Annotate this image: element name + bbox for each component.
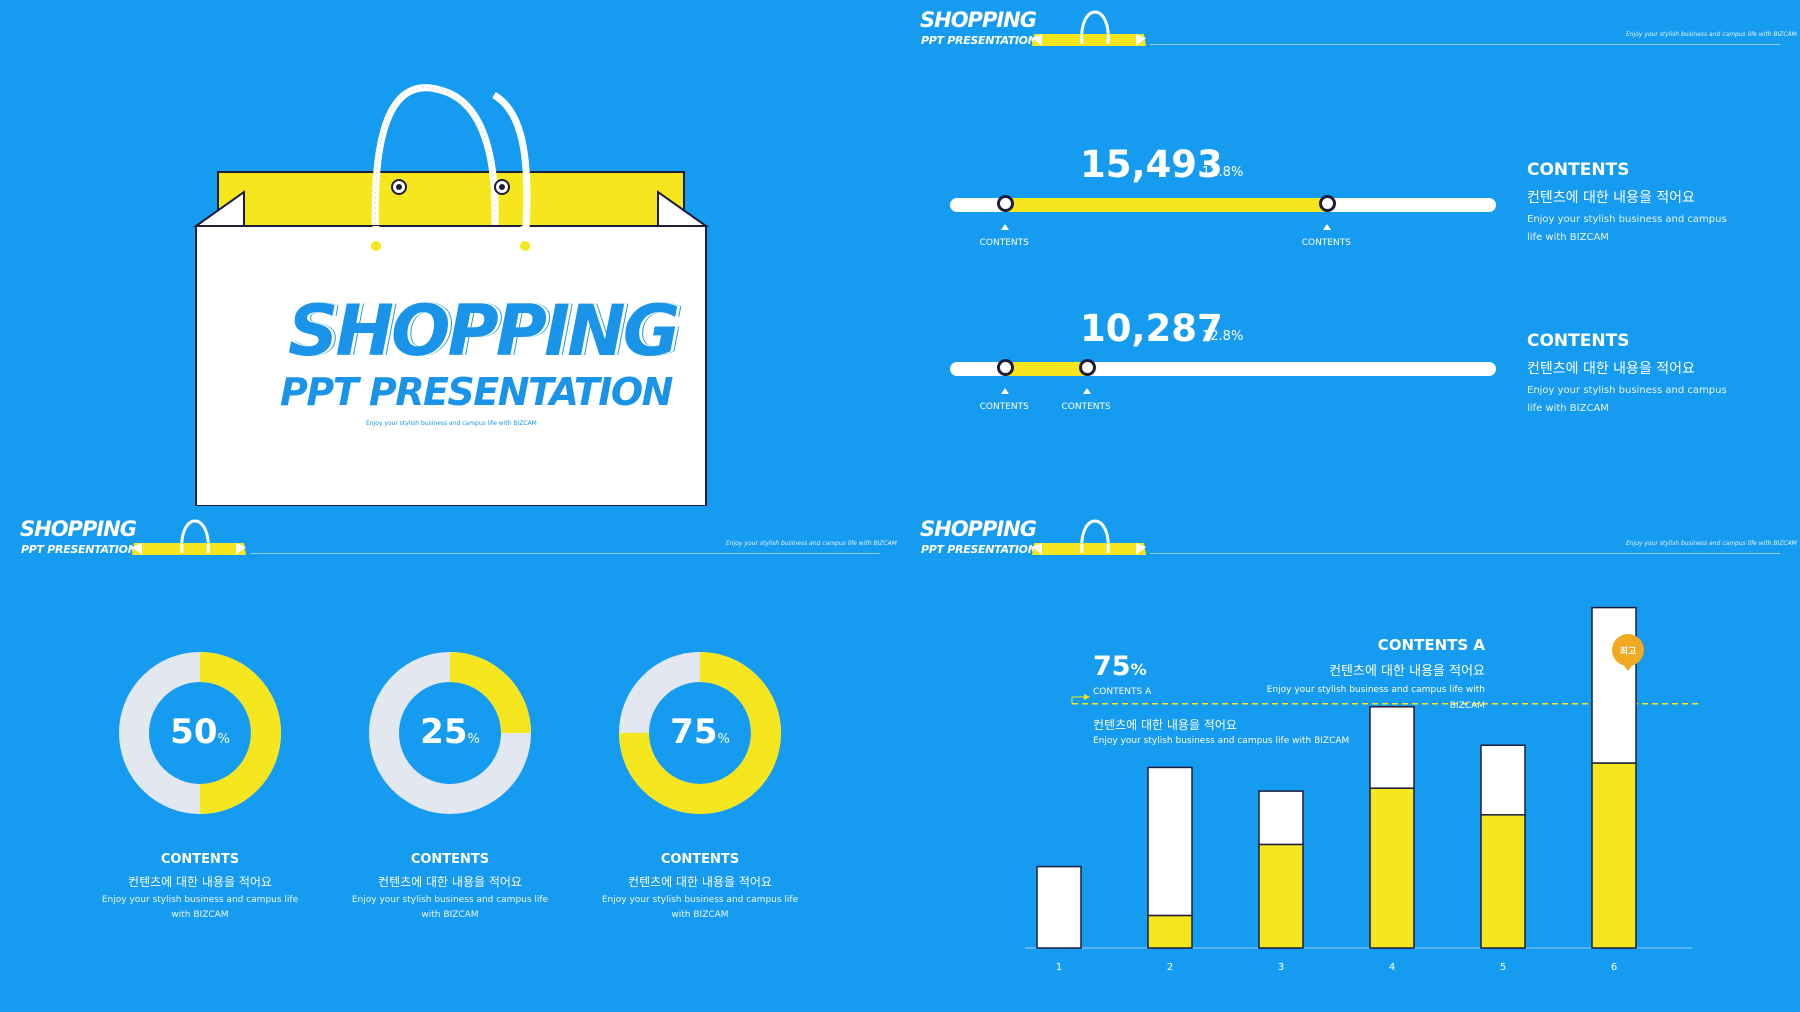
header-line (1150, 553, 1780, 554)
top-marker-badge (1612, 634, 1644, 666)
donut-value-1: 50% (170, 712, 230, 752)
progress-fill-1 (1004, 198, 1327, 212)
cover-slide: SHOPPING PPT PRESENTATION Enjoy your sty… (0, 0, 900, 506)
header-title: SHOPPING (920, 8, 1037, 32)
top-marker-label: 최고 (1619, 647, 1637, 657)
header-tagline: Enjoy your stylish business and campus l… (726, 540, 897, 547)
top-marker-pointer-icon (1622, 663, 1634, 671)
header-title: SHOPPING (20, 517, 137, 541)
shopping-bag-illustration (192, 84, 710, 506)
donut-title-1: CONTENTS (160, 852, 240, 867)
donut-slide: SHOPPING PPT PRESENTATION Enjoy your sty… (0, 506, 900, 1012)
progress-end-label-2: CONTENTS (1061, 402, 1111, 412)
mini-bag-icon (132, 519, 246, 555)
bar-white-3 (1258, 790, 1304, 846)
progress-percent-2: 12.8% (1202, 329, 1244, 344)
header-line (1150, 44, 1780, 45)
donut-korean-3: 컨텐츠에 대한 내용을 적어요 (628, 875, 772, 889)
header-line (250, 553, 880, 554)
progress-handle-start-2[interactable] (996, 359, 1014, 376)
bar-white-2 (1147, 766, 1193, 917)
side-desc-1: Enjoy your stylish business and campus l… (1527, 214, 1727, 243)
note-desc: Enjoy your stylish business and campus l… (1093, 736, 1350, 746)
progress-percent-1: 12.8% (1202, 165, 1244, 180)
x-tick-label: 4 (1389, 962, 1395, 973)
progress-value-1: 15,493 (1080, 143, 1223, 186)
side-korean-2: 컨텐츠에 대한 내용을 적어요 (1527, 361, 1695, 377)
progress-slide: SHOPPING PPT PRESENTATION Enjoy your sty… (900, 0, 1800, 506)
x-tick-label: 1 (1056, 962, 1062, 973)
mini-bag-icon (1032, 10, 1146, 46)
donut-korean-1: 컨텐츠에 대한 내용을 적어요 (128, 875, 272, 889)
donut-korean-2: 컨텐츠에 대한 내용을 적어요 (378, 875, 522, 889)
pointer-icon (1082, 388, 1091, 394)
donut-arc-3 (619, 652, 781, 814)
progress-value-2: 10,287 (1080, 307, 1223, 350)
side-korean-1: 컨텐츠에 대한 내용을 적어요 (1527, 190, 1695, 206)
arrow-icon (1084, 694, 1090, 700)
donut-desc-1: Enjoy your stylish business and campus l… (101, 895, 299, 920)
bar-white-6 (1591, 606, 1637, 764)
progress-start-label-1: CONTENTS (979, 238, 1029, 248)
bar-white-5 (1480, 744, 1526, 816)
donut-arc-2 (369, 652, 531, 814)
bar-yellow-5 (1480, 814, 1526, 949)
bar-chart: 1 2 3 4 5 6 (1025, 606, 1700, 973)
x-tick-label: 2 (1167, 962, 1173, 973)
progress-handle-end-2[interactable] (1078, 359, 1096, 376)
donut-charts (119, 652, 781, 814)
donut-desc-2: Enjoy your stylish business and campus l… (351, 895, 549, 920)
header-tagline: Enjoy your stylish business and campus l… (1626, 540, 1797, 547)
bar-white-4 (1369, 706, 1415, 789)
donut-title-3: CONTENTS (660, 852, 740, 867)
progress-fill-2 (1004, 362, 1087, 376)
header-subtitle: PPT PRESENTATION (21, 543, 137, 556)
mini-bag-icon (1032, 519, 1146, 555)
right-note-desc: Enjoy your stylish business and campus l… (1266, 685, 1485, 711)
note-value: 75% (1093, 651, 1147, 682)
side-title-1: CONTENTS (1527, 160, 1630, 180)
pointer-icon (1000, 224, 1009, 230)
header-subtitle: PPT PRESENTATION (921, 543, 1037, 556)
right-note-korean: 컨텐츠에 대한 내용을 적어요 (1329, 664, 1485, 679)
cover-subtitle: PPT PRESENTATION (280, 370, 673, 414)
bar-white-1 (1036, 865, 1082, 949)
progress-end-label-1: CONTENTS (1301, 238, 1351, 248)
x-tick-label: 3 (1278, 962, 1284, 973)
bar-yellow-4 (1369, 787, 1415, 949)
progress-handle-start-1[interactable] (996, 195, 1014, 212)
donut-value-2: 25% (420, 712, 480, 752)
progress-start-label-2: CONTENTS (979, 402, 1029, 412)
donut-title-2: CONTENTS (410, 852, 490, 867)
cover-tagline: Enjoy your stylish business and campus l… (366, 420, 537, 427)
header-subtitle: PPT PRESENTATION (921, 34, 1037, 47)
donut-arc-1 (119, 652, 281, 814)
x-tick-label: 5 (1500, 962, 1506, 973)
x-tick-label: 6 (1611, 962, 1617, 973)
donut-desc-3: Enjoy your stylish business and campus l… (601, 895, 799, 920)
cover-title: SHOPPING (288, 290, 680, 372)
progress-handle-end-1[interactable] (1318, 195, 1336, 212)
bar-yellow-6 (1591, 762, 1637, 949)
bar-chart-slide: SHOPPING PPT PRESENTATION Enjoy your sty… (900, 506, 1800, 1012)
donut-value-3: 75% (670, 712, 730, 752)
note-korean: 컨텐츠에 대한 내용을 적어요 (1093, 718, 1237, 732)
right-note-title: CONTENTS A (1377, 636, 1485, 654)
pointer-icon (1000, 388, 1009, 394)
side-desc-2: Enjoy your stylish business and campus l… (1527, 385, 1727, 414)
bar-yellow-2 (1147, 914, 1193, 949)
pointer-icon (1322, 224, 1331, 230)
side-title-2: CONTENTS (1527, 331, 1630, 351)
bar-yellow-3 (1258, 843, 1304, 949)
header-title: SHOPPING (920, 517, 1037, 541)
header-tagline: Enjoy your stylish business and campus l… (1626, 31, 1797, 38)
note-label: CONTENTS A (1093, 687, 1152, 697)
